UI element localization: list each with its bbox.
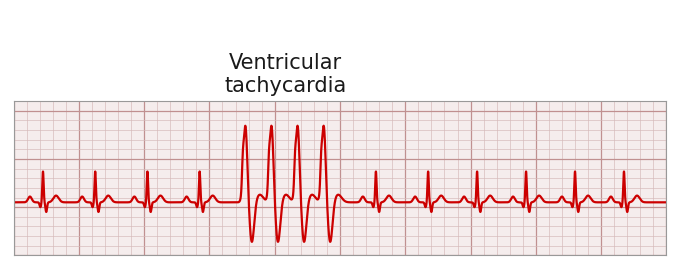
Text: Ventricular
tachycardia: Ventricular tachycardia bbox=[224, 53, 347, 96]
